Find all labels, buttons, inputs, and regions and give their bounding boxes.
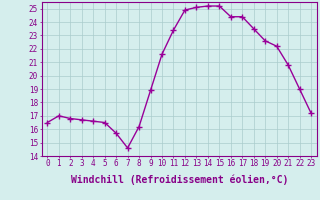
X-axis label: Windchill (Refroidissement éolien,°C): Windchill (Refroidissement éolien,°C) — [70, 174, 288, 185]
